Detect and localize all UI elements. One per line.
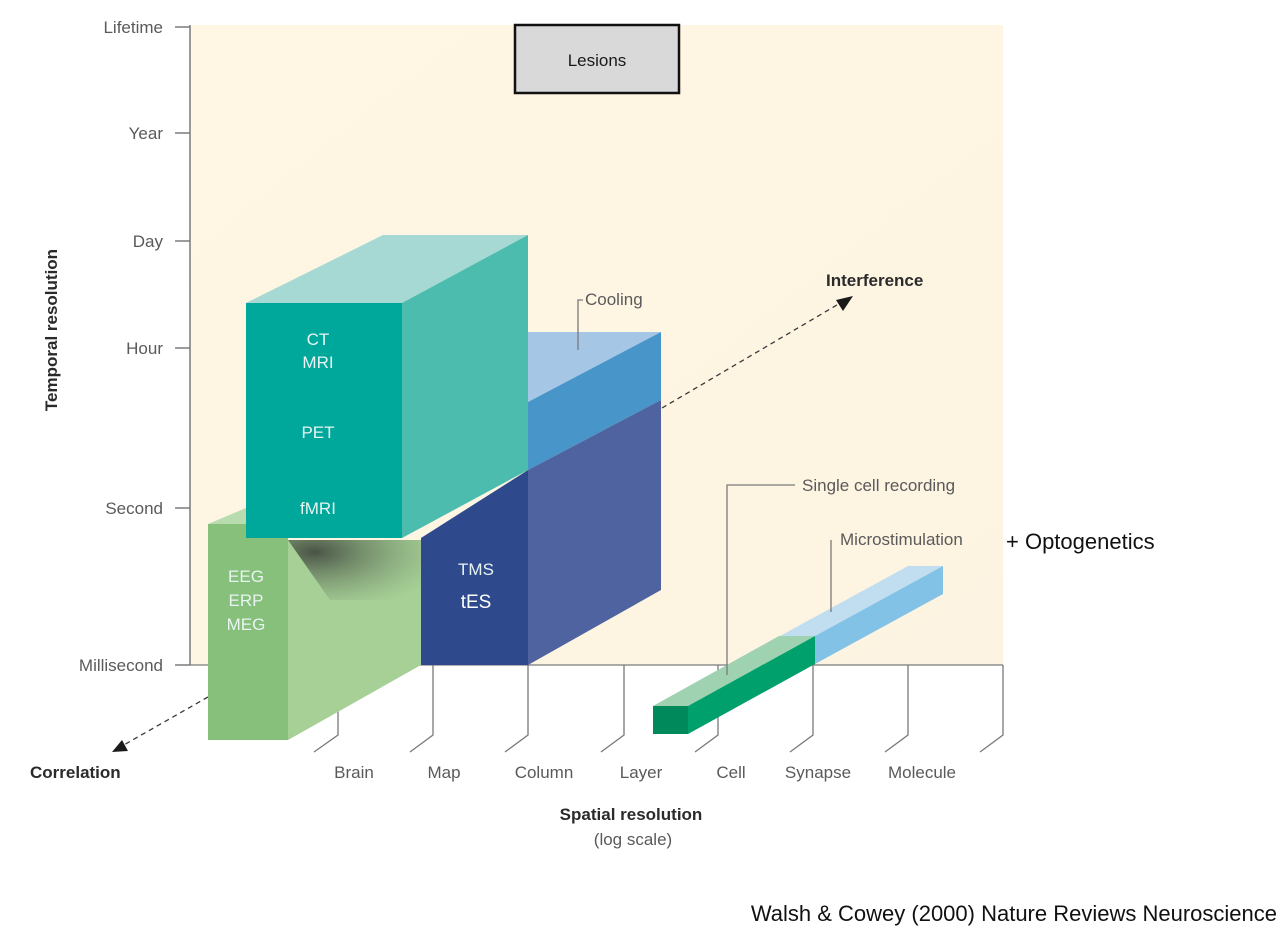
erp-label: ERP [229,591,264,610]
micro-side-face [815,566,943,664]
y-tick-label: Second [105,499,163,518]
x-tick-label: Synapse [785,763,851,782]
cooling-label: Cooling [585,290,643,309]
x-tick-label: Cell [716,763,745,782]
lesions-box: Lesions [513,23,681,95]
ct-label: CT [307,330,330,349]
imaging-top-face [246,235,528,303]
meg-label: MEG [227,615,266,634]
x-tick-label: Layer [620,763,663,782]
y-tick-label: Lifetime [103,18,163,37]
tms-side-face [528,400,661,665]
tes-label: tES [461,592,492,613]
lesions-label: Lesions [568,51,627,70]
y-tick-label: Day [133,232,164,251]
eeg-label: EEG [228,567,264,586]
single-cell-bar [653,636,815,734]
x-tick-label: Column [515,763,574,782]
pet-label: PET [301,423,334,442]
y-axis: Lifetime Year Day Hour Second Millisecon… [42,18,191,675]
interference-label: Interference [826,271,923,290]
cell-side-face [688,636,815,734]
fmri-label: fMRI [300,499,336,518]
cooling-side-face [528,332,661,470]
imaging-block [246,235,528,538]
mri-label: MRI [302,353,333,372]
single-cell-leader [726,484,795,675]
microstimulation-bar [780,566,943,664]
cooling-leader [577,299,583,350]
cell-front-face [653,706,688,734]
y-axis-title: Temporal resolution [42,249,61,411]
block-shadow [288,540,421,600]
microstimulation-label: Microstimulation [840,530,963,549]
tms-front-face [421,470,528,665]
x-axis-title: Spatial resolution [560,805,703,824]
y-tick-label: Hour [126,339,163,358]
micro-top-face [780,566,943,636]
x-tick-label: Brain [334,763,374,782]
citation: Walsh & Cowey (2000) Nature Reviews Neur… [751,901,1277,926]
correlation-arrow [112,696,209,752]
optogenetics-label: + Optogenetics [1006,529,1155,554]
imaging-side-face [402,235,528,538]
y-tick-label: Millisecond [79,656,163,675]
tms-label: TMS [458,560,494,579]
cell-top-face [653,636,815,706]
tms-cooling-block [421,332,661,665]
single-cell-label: Single cell recording [802,476,955,495]
y-tick-label: Year [129,124,164,143]
interference-arrow [661,296,853,409]
correlation-label: Correlation [30,763,121,782]
x-tick-label: Map [427,763,460,782]
eeg-front-face [208,524,288,740]
imaging-front-face [246,303,402,538]
x-tick-label: Molecule [888,763,956,782]
x-axis-subtitle: (log scale) [594,830,672,849]
